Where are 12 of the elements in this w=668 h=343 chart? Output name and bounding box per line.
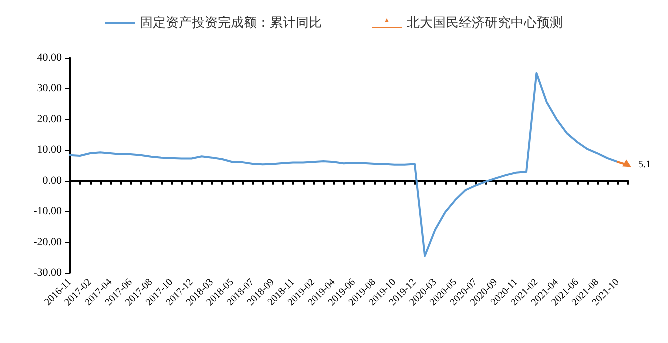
y-tick-label: 30.00 (37, 82, 62, 95)
y-tick-label: -10.00 (34, 206, 62, 218)
y-tick-label: -20.00 (34, 236, 62, 248)
y-tick-label: 40.00 (37, 52, 62, 64)
legend-label: 北大国民经济研究中心预测 (407, 15, 563, 31)
legend-label: 固定资产投资完成额：累计同比 (140, 15, 322, 31)
y-tick-label: 10.00 (37, 144, 62, 156)
y-tick-label: 0.00 (42, 174, 62, 187)
data-label: 5.1 (638, 160, 651, 171)
line-series (69, 72, 619, 258)
y-tick-label: -30.00 (34, 267, 62, 279)
y-tick-label: 20.00 (37, 113, 62, 126)
